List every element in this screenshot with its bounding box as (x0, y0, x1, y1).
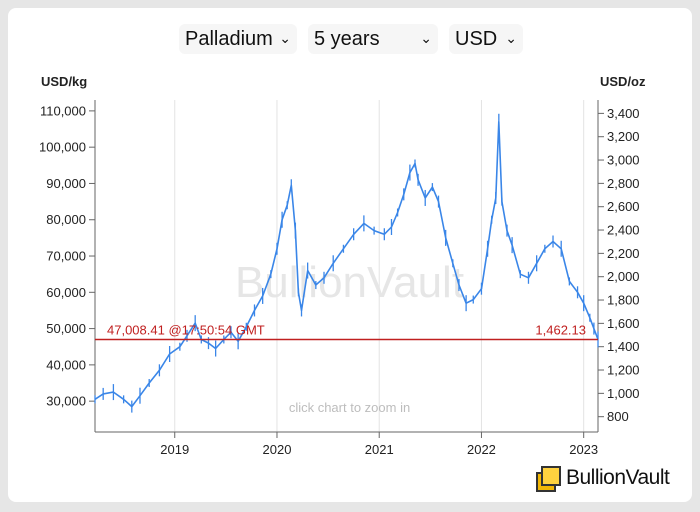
right-tick-label: 2,600 (607, 199, 640, 214)
chevron-down-icon: ⌄ (279, 30, 291, 46)
right-tick-label: 2,800 (607, 176, 640, 191)
right-tick-label: 3,400 (607, 106, 640, 121)
left-tick-label: 110,000 (40, 103, 86, 118)
left-tick-label: 40,000 (46, 357, 86, 372)
x-tick-label: 2022 (467, 442, 496, 457)
left-tick-label: 60,000 (46, 285, 86, 300)
left-tick-label: 50,000 (46, 321, 86, 336)
metal-select[interactable]: Palladium ⌄ (179, 24, 297, 54)
brand-name: BullionVault (566, 466, 670, 489)
current-price-left-label: 47,008.41 @17:50:54 GMT (107, 322, 265, 337)
x-tick-label: 2023 (569, 442, 598, 457)
right-tick-label: 1,000 (607, 386, 640, 401)
watermark: BullionVault (235, 258, 464, 307)
left-tick-label: 80,000 (46, 212, 86, 227)
left-tick-label: 30,000 (46, 394, 86, 409)
right-tick-label: 3,200 (607, 129, 640, 144)
chevron-down-icon: ⌄ (505, 30, 517, 46)
zoom-hint: click chart to zoom in (289, 400, 410, 415)
bullionvault-logo-icon (536, 466, 561, 492)
period-select[interactable]: 5 years ⌄ (308, 24, 438, 54)
x-tick-label: 2019 (160, 442, 189, 457)
left-axis-title: USD/kg (41, 74, 88, 89)
right-tick-label: 800 (607, 409, 629, 424)
left-tick-label: 70,000 (46, 249, 86, 264)
right-tick-label: 2,200 (607, 246, 640, 261)
right-tick-label: 2,400 (607, 223, 640, 238)
right-tick-label: 1,400 (607, 339, 640, 354)
left-tick-label: 90,000 (46, 176, 86, 191)
right-tick-label: 1,600 (607, 316, 640, 331)
chart-controls: Palladium ⌄ 5 years ⌄ USD ⌄ (8, 24, 692, 58)
metal-select-value: Palladium (185, 28, 273, 50)
x-tick-label: 2021 (365, 442, 394, 457)
right-tick-label: 1,800 (607, 293, 640, 308)
chevron-down-icon: ⌄ (420, 30, 432, 46)
x-tick-label: 2020 (263, 442, 292, 457)
currency-select-value: USD (455, 28, 498, 50)
currency-select[interactable]: USD ⌄ (449, 24, 523, 54)
period-select-value: 5 years (314, 28, 380, 50)
left-tick-label: 100,000 (39, 140, 86, 155)
price-series-line (94, 121, 599, 408)
chart-card: Palladium ⌄ 5 years ⌄ USD ⌄ (8, 8, 692, 502)
current-price-right-label: 1,462.13 (535, 322, 586, 337)
right-tick-label: 3,000 (607, 153, 640, 168)
right-tick-label: 1,200 (607, 363, 640, 378)
right-axis-title: USD/oz (600, 74, 646, 89)
right-tick-label: 2,000 (607, 269, 640, 284)
